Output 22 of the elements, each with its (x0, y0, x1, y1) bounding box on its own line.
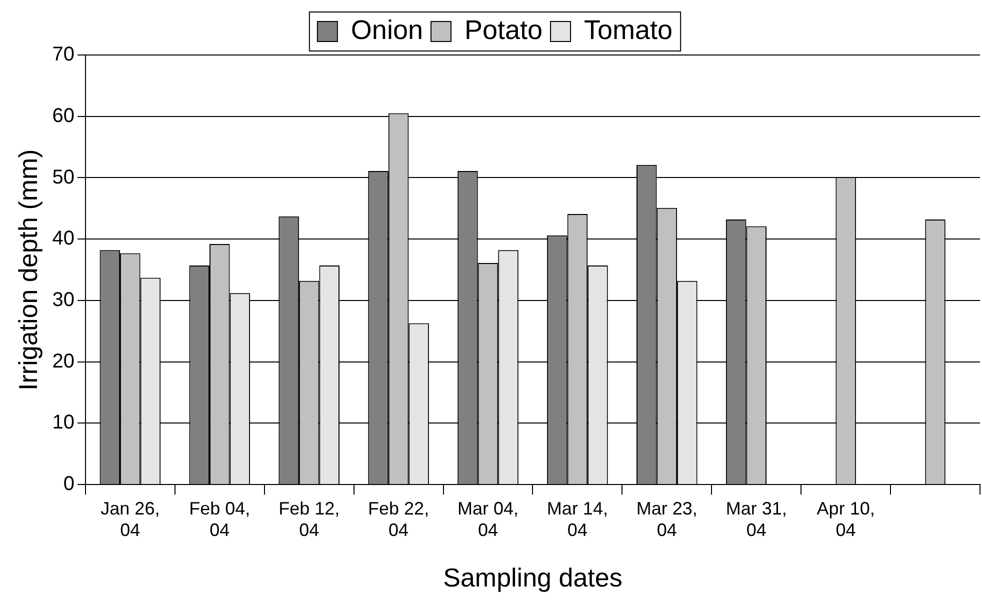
legend-label: Potato (464, 14, 543, 45)
y-tick-label: 50 (52, 166, 74, 188)
y-tick-label: 30 (52, 289, 74, 311)
y-tick-label: 60 (52, 104, 74, 127)
x-tick-label: Jan 26, 04 (100, 498, 160, 540)
x-tick-label: Feb 12, 04 (278, 498, 340, 540)
y-tick-label: 40 (52, 228, 74, 250)
x-tick-label: Feb 04, 04 (189, 498, 250, 540)
x-tick-label: Mar 31, 04 (726, 498, 787, 540)
legend-label: Tomato (584, 14, 673, 45)
x-tick-label: Mar 04, 04 (457, 498, 519, 540)
x-tick-label: Mar 23, 04 (636, 498, 698, 540)
x-tick-label: Apr 10, 04 (816, 498, 875, 540)
legend-label: Onion (350, 14, 423, 45)
y-tick-label: 0 (63, 473, 74, 496)
y-axis-title: Irrigation depth (mm) (12, 149, 43, 390)
x-axis-title: Sampling dates (443, 562, 622, 593)
y-tick-label: 70 (52, 44, 74, 66)
x-tick-label: Mar 14, 04 (546, 498, 608, 540)
y-tick-label: 20 (52, 350, 74, 372)
y-tick-label: 10 (52, 412, 74, 434)
x-tick-label: Feb 22, 04 (368, 498, 430, 540)
